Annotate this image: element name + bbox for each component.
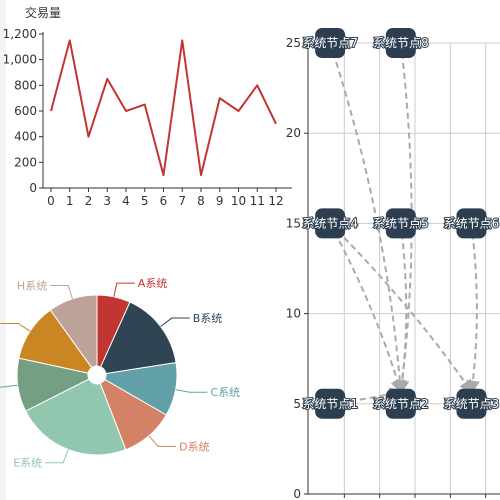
pie-slice [104,362,178,416]
graph-link [395,223,410,395]
pie-leader-line [113,282,135,297]
graph-node [456,388,487,419]
pie-slice [49,294,98,369]
pie-leader-line [148,435,177,447]
graph-y-tick-label: 10 [286,307,301,321]
graph-link [395,42,413,395]
graph-node [385,388,416,419]
line-y-tick-label: 800 [14,78,37,92]
graph-node [315,208,346,239]
graph-node [385,28,416,58]
line-x-tick-label: 4 [122,194,130,208]
pie-leader-line [175,389,208,393]
line-y-tick-label: 400 [14,130,37,144]
line-y-tick-label: 1,200 [3,27,37,41]
pie-slice [16,357,90,412]
line-x-tick-label: 9 [216,194,224,208]
line-y-tick-label: 1,000 [3,53,37,67]
line-y-axis-label: 交易量 [25,5,61,20]
pie-slice-label: B系统 [193,312,223,325]
pie-slice-label: D系统 [179,440,209,453]
graph-y-tick-label: 20 [286,126,301,140]
pie-slice [18,309,93,374]
graph-link [329,42,407,395]
pie-leader-line [0,384,18,388]
pie-slice-label: E系统 [13,457,42,470]
pie-leader-line [50,285,73,299]
graph-y-tick-label: 15 [286,216,301,230]
line-x-tick-label: 6 [160,194,168,208]
pie-slice-label: A系统 [138,277,168,290]
graph-node-label: 系统节点7 [302,36,358,50]
line-x-tick-label: 5 [141,194,149,208]
pie-slice [99,378,167,451]
pie-leader-line [160,317,190,327]
line-x-tick-label: 3 [103,194,111,208]
graph-y-tick-label: 5 [293,397,301,411]
pie-slice-label: C系统 [210,386,240,399]
graph-node-label: 系统节点5 [373,216,429,230]
line-y-tick-label: 600 [14,104,37,118]
line-x-tick-label: 10 [231,194,246,208]
graph-node-label: 系统节点4 [302,216,358,230]
line-y-tick-label: 200 [14,155,37,169]
graph-link [329,222,405,395]
graph-node [315,28,346,58]
graph-y-tick-label: 0 [293,487,301,500]
graph-y-tick-label: 25 [286,36,301,50]
line-x-tick-label: 11 [250,194,265,208]
pie-slice [100,301,177,375]
graph-link [466,223,480,395]
line-y-tick-label: 0 [29,181,37,195]
graph-node-label: 系统节点1 [302,397,358,411]
left-edge-strip [0,0,6,500]
pie-slice-label: H系统 [17,280,47,293]
graph-node [315,388,346,419]
pie-leader-line [45,449,69,464]
line-x-tick-label: 7 [178,194,186,208]
graph-node [385,208,416,239]
line-x-tick-label: 8 [197,194,205,208]
graph-chart: 0 5 10 15 20 25 系统节点1 系统节点2 系统节点3 系统节点4 系统节点5 系统节点6… [286,28,500,500]
graph-node-label: 系统节点8 [373,36,429,50]
graph-node-label: 系统节点6 [444,216,500,230]
line-x-tick-label: 12 [268,194,283,208]
line-x-tick-label: 2 [85,194,93,208]
graph-node-label: 系统节点3 [444,397,500,411]
line-x-tick-label: 1 [66,194,74,208]
pie-leader-line [0,322,31,332]
graph-node [456,208,487,239]
graph-node-label: 系统节点2 [373,397,429,411]
pie-slice [24,378,127,456]
line-series [50,39,277,177]
line-x-tick-label: 0 [47,194,55,208]
pie-chart: A系统B系统C系统D系统E系统F系统G系统H系统 [0,277,240,470]
